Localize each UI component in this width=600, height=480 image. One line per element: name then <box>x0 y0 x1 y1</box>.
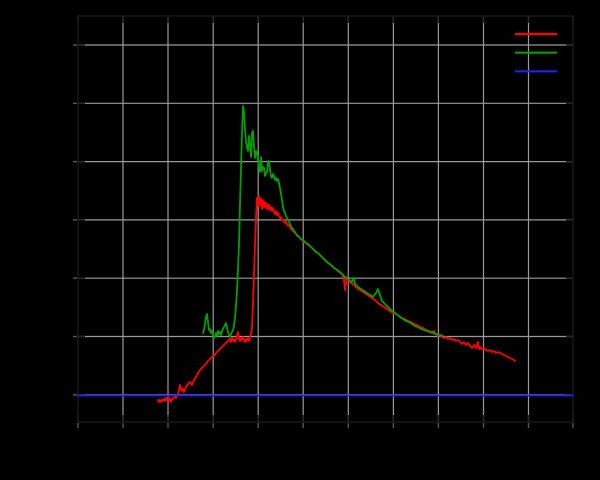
series-red-line <box>157 195 516 403</box>
data-series <box>77 105 574 403</box>
series-green-line <box>202 105 444 339</box>
outer-tick-marks <box>73 44 574 428</box>
legend <box>515 32 557 73</box>
plot-border <box>77 15 574 423</box>
